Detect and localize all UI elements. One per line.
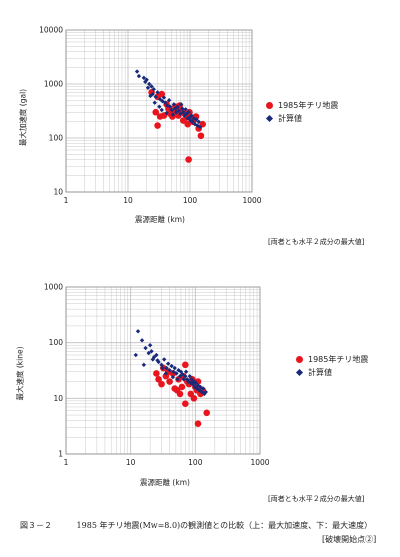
computed-point [168, 104, 173, 109]
computed-point [183, 107, 188, 112]
computed-point [178, 102, 184, 107]
note: [両者とも水平２成分の最大値] [268, 238, 365, 246]
computed-point [192, 122, 198, 127]
observed-point [154, 122, 161, 129]
computed-point [164, 110, 169, 116]
computed-point [194, 117, 199, 122]
computed-point [150, 91, 155, 97]
legend: 1985年チリ地震 計算値 [295, 353, 369, 379]
computed-point [147, 81, 152, 87]
computed-point [175, 104, 180, 109]
y-tick-label: 10000 [39, 26, 63, 35]
computed-point [159, 107, 164, 113]
computed-point [134, 69, 140, 74]
computed-point [153, 94, 158, 99]
computed-point [161, 95, 167, 100]
computed-point [184, 111, 189, 117]
figure-caption-text: 1985 年チリ地震(Mw=8.0)の観測値との比較（上：最大加速度、下：最大速… [76, 521, 373, 530]
computed-point [148, 93, 153, 99]
computed-point [189, 113, 194, 118]
computed-point [178, 111, 183, 117]
legend-observed-marker [266, 102, 273, 109]
computed-point [152, 100, 157, 105]
computed-point [176, 108, 182, 113]
figure-subcaption: [破壊開始点②] [322, 535, 377, 544]
computed-point [136, 73, 142, 79]
computed-point [190, 119, 195, 124]
x-axis-label: 震源距離 (km) [140, 478, 190, 487]
x-tick-label: 1000 [242, 196, 261, 205]
y-axis-label: 最大加速度 (gal) [18, 88, 28, 147]
legend: 1985年チリ地震 計算値 [265, 99, 339, 125]
computed-point [170, 112, 176, 117]
computed-point [149, 84, 154, 89]
computed-point [151, 87, 156, 92]
observed-point [197, 132, 205, 140]
figure-number: 図３－２ [20, 521, 52, 530]
computed-point [181, 110, 186, 115]
observed-point [185, 156, 192, 163]
computed-point [143, 79, 148, 84]
y-tick-label: 1000 [44, 80, 63, 89]
computed-point [160, 99, 165, 104]
note: [両者とも水平２成分の最大値] [268, 495, 365, 503]
observed-point [184, 120, 192, 128]
figure-caption: 図３－２ 1985 年チリ地震(Mw=8.0)の観測値との比較（上：最大加速度、… [20, 520, 372, 531]
y-tick-label: 10 [53, 188, 63, 197]
legend-computed-label: 計算値 [308, 368, 332, 377]
computed-point [197, 124, 203, 130]
legend-computed-marker [265, 114, 274, 123]
computed-point [163, 100, 168, 105]
computed-point [196, 119, 201, 124]
x-axis-label: 震源距離 (km) [135, 215, 185, 224]
computed-point [195, 123, 200, 128]
computed-point [180, 106, 185, 111]
computed-point [157, 104, 162, 109]
computed-point [169, 107, 175, 113]
computed-point [166, 98, 172, 103]
legend-observed-marker [296, 356, 303, 363]
computed-point [141, 75, 147, 81]
x-tick-label: 10 [123, 196, 133, 205]
legend-observed-label: 1985年チリ地震 [308, 355, 369, 364]
computed-point [155, 90, 160, 95]
plot-frame [65, 29, 253, 193]
y-tick-label: 100 [49, 134, 64, 143]
legend-computed-label: 計算値 [278, 114, 302, 123]
computed-point [171, 102, 177, 107]
x-tick-label: 100 [183, 196, 198, 205]
legend-computed-marker [295, 368, 304, 377]
observed-point [152, 108, 160, 116]
legend-observed-label: 1985年チリ地震 [278, 101, 339, 110]
y-axis-label: 最大速度 (kine) [15, 346, 25, 401]
computed-point [145, 85, 151, 91]
computed-point [186, 110, 191, 115]
observed-point [158, 90, 166, 98]
x-tick-label: 1 [64, 196, 69, 205]
